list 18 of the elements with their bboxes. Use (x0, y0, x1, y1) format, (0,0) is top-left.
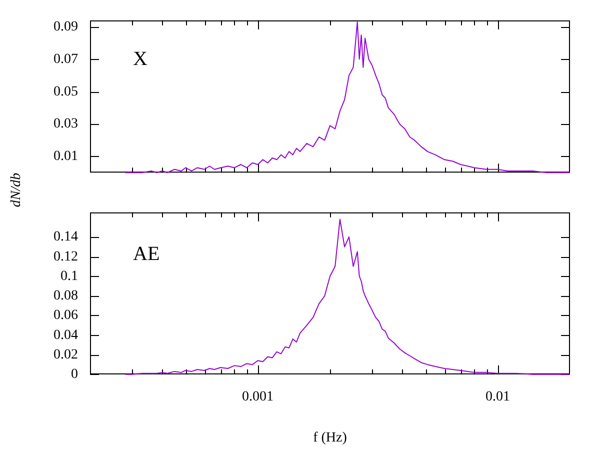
y-tick-label: 0.08 (54, 288, 78, 304)
annotation: X (133, 48, 148, 70)
y-tick-label: 0 (71, 367, 78, 382)
y-tick-label: 0.03 (54, 116, 78, 132)
x-tick-label: 0.001 (242, 389, 274, 404)
y-tick-label: 0.12 (54, 249, 78, 264)
y-tick-label: 0.1 (60, 268, 78, 284)
y-tick-label: 0.01 (54, 149, 78, 164)
y-tick-label: 0.09 (54, 20, 78, 35)
annotation: AE (133, 242, 160, 265)
x-axis-title: f (Hz) (313, 430, 348, 446)
y-tick-label: 0.06 (54, 308, 78, 324)
y-axis-title: dN/db (9, 172, 25, 208)
y-tick-label: 0.07 (54, 52, 78, 67)
y-tick-label: 0.04 (54, 328, 78, 343)
y-tick-label: 0.14 (54, 230, 78, 245)
y-tick-label: 0.05 (54, 84, 78, 100)
y-tick-label: 0.02 (54, 347, 78, 362)
